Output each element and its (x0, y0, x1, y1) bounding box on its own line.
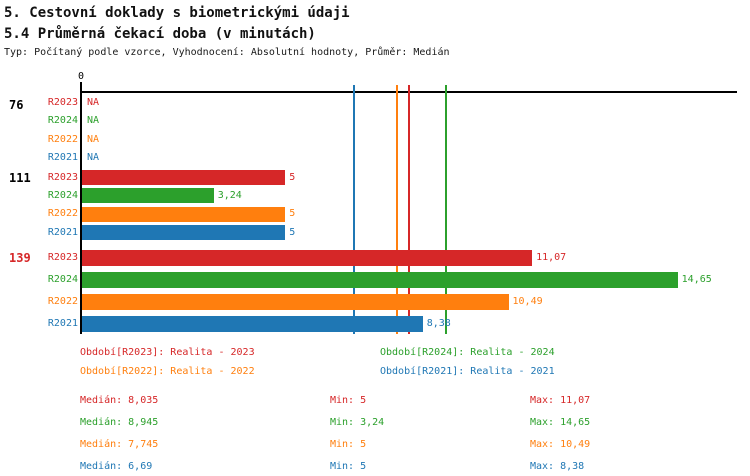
bar-R2022-139 (82, 294, 509, 310)
median-line-R2022 (395, 85, 398, 334)
bar-value-label-R2023-139: 11,07 (536, 252, 567, 263)
stat-median-R2021: Medián: 6,69 (80, 461, 153, 472)
category-label-139: 139 (9, 251, 31, 265)
stat-median-R2022: Medián: 7,745 (80, 439, 159, 450)
stat-median-R2024: Medián: 8,945 (80, 417, 159, 428)
bar-R2021-111 (82, 225, 286, 241)
series-label-R2021-111: R2021 (47, 226, 78, 238)
na-label-R2022-76: NA (87, 133, 100, 145)
stat-min-R2023: Min: 5 (330, 395, 367, 406)
series-label-R2022-76: R2022 (47, 133, 78, 145)
bar-value-label-R2023-111: 5 (289, 171, 296, 183)
median-line-R2024 (444, 85, 447, 334)
stat-min-R2022: Min: 5 (330, 439, 367, 450)
bar-R2021-139 (82, 316, 423, 332)
legend-item-R2024: Období[R2024]: Realita - 2024 (380, 347, 555, 358)
legend-item-R2022: Období[R2022]: Realita - 2022 (80, 366, 255, 377)
stat-max-R2024: Max: 14,65 (530, 417, 591, 428)
series-label-R2024-111: R2024 (47, 189, 78, 201)
series-label-R2021-76: R2021 (47, 152, 78, 164)
stat-max-R2022: Max: 10,49 (530, 439, 591, 450)
series-label-R2021-139: R2021 (47, 318, 78, 329)
stat-max-R2023: Max: 11,07 (530, 395, 591, 406)
stat-median-R2023: Medián: 8,035 (80, 395, 159, 406)
median-line-R2021 (353, 85, 355, 334)
bar-value-label-R2024-139: 14,65 (681, 274, 712, 285)
bar-R2022-111 (82, 206, 286, 222)
bar-R2023-139 (82, 250, 533, 266)
bar-R2024-111 (82, 188, 214, 204)
na-label-R2023-76: NA (87, 97, 100, 108)
series-label-R2024-76: R2024 (47, 115, 78, 127)
legend-item-R2021: Období[R2021]: Realita - 2021 (380, 366, 555, 377)
bar-value-label-R2022-139: 10,49 (512, 296, 543, 307)
category-label-76: 76 (9, 98, 24, 112)
chart-meta-line: Typ: Počítaný podle vzorce, Vyhodnocení:… (4, 47, 450, 58)
bar-value-label-R2024-111: 3,24 (217, 189, 242, 201)
bar-value-label-R2021-139: 8,38 (426, 318, 451, 329)
series-label-R2023-139: R2023 (47, 252, 78, 263)
series-label-R2022-111: R2022 (47, 208, 78, 220)
series-label-R2024-139: R2024 (47, 274, 78, 285)
legend-item-R2023: Období[R2023]: Realita - 2023 (80, 347, 255, 358)
bar-R2023-111 (82, 170, 286, 185)
y-axis-line (80, 82, 82, 334)
na-label-R2021-76: NA (87, 152, 100, 164)
stat-min-R2024: Min: 3,24 (330, 417, 385, 428)
na-label-R2024-76: NA (87, 115, 100, 127)
axis-zero-tick-label: 0 (77, 71, 85, 82)
chart-subtitle: 5.4 Průměrná čekací doba (v minutách) (4, 26, 316, 42)
series-label-R2023-111: R2023 (47, 171, 78, 183)
bar-R2024-139 (82, 272, 678, 288)
category-label-111: 111 (9, 171, 31, 185)
page-title: 5. Cestovní doklady s biometrickými údaj… (4, 5, 350, 21)
series-label-R2023-76: R2023 (47, 97, 78, 108)
series-label-R2022-139: R2022 (47, 296, 78, 307)
stat-min-R2021: Min: 5 (330, 461, 367, 472)
stat-max-R2021: Max: 8,38 (530, 461, 585, 472)
bar-value-label-R2022-111: 5 (289, 208, 296, 220)
median-line-R2023 (407, 85, 410, 334)
bar-value-label-R2021-111: 5 (289, 226, 296, 238)
